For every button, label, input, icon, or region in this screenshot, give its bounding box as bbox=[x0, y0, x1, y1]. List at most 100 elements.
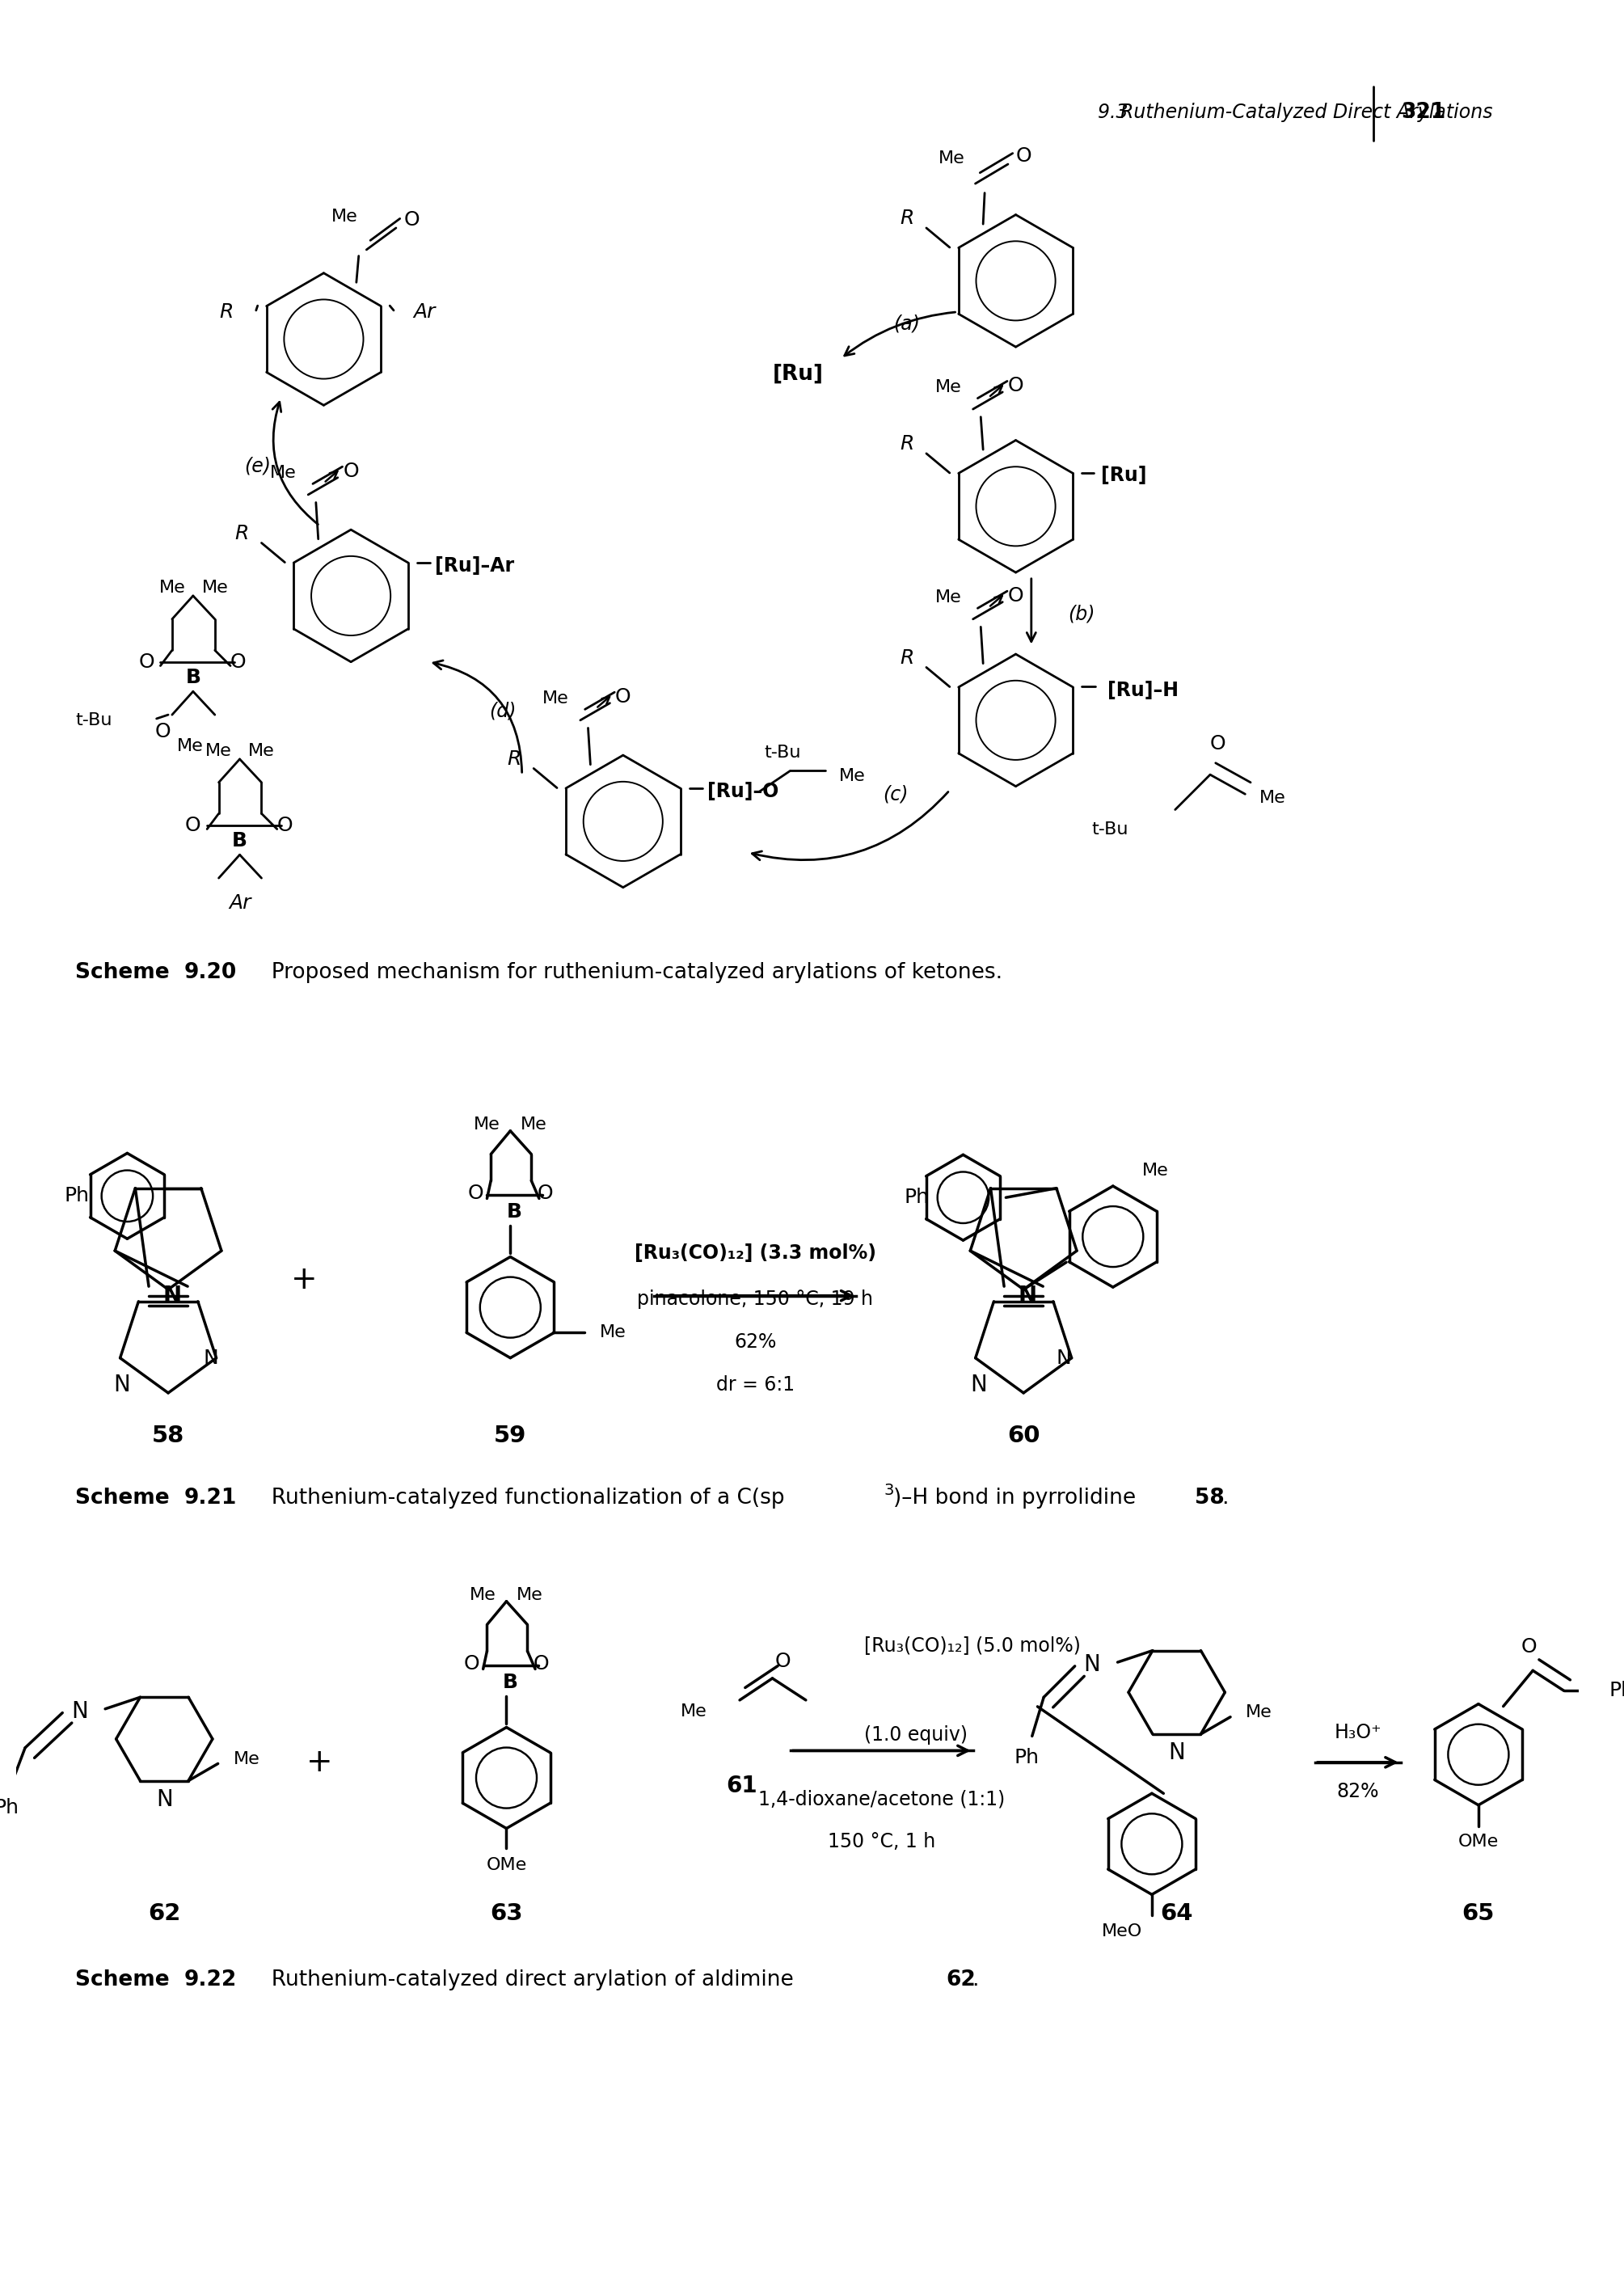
Text: N: N bbox=[71, 1701, 88, 1724]
Text: O: O bbox=[1009, 587, 1023, 605]
Text: R: R bbox=[235, 525, 248, 543]
Text: (c): (c) bbox=[882, 784, 908, 804]
Text: 60: 60 bbox=[1007, 1423, 1039, 1446]
Text: Ph: Ph bbox=[65, 1187, 89, 1206]
Text: B: B bbox=[503, 1673, 518, 1691]
Text: [Ru]–O: [Ru]–O bbox=[706, 782, 778, 802]
Text: Me: Me bbox=[680, 1703, 706, 1719]
Text: t-Bu: t-Bu bbox=[763, 745, 801, 761]
Text: Me: Me bbox=[520, 1116, 547, 1132]
Text: 62: 62 bbox=[148, 1902, 180, 1925]
Text: )–H bond in pyrrolidine: )–H bond in pyrrolidine bbox=[893, 1488, 1142, 1508]
Text: (1.0 equiv): (1.0 equiv) bbox=[864, 1726, 968, 1744]
Text: [Ru]: [Ru] bbox=[1101, 465, 1147, 486]
Text: Ph: Ph bbox=[905, 1187, 929, 1208]
Text: R: R bbox=[900, 435, 914, 454]
Text: Me: Me bbox=[599, 1325, 627, 1341]
Text: MeO: MeO bbox=[1101, 1923, 1143, 1939]
Text: [Ru₃(CO)₁₂] (3.3 mol%): [Ru₃(CO)₁₂] (3.3 mol%) bbox=[635, 1242, 875, 1263]
Text: N: N bbox=[114, 1373, 130, 1396]
Text: Ruthenium-catalyzed functionalization of a C(sp: Ruthenium-catalyzed functionalization of… bbox=[258, 1488, 784, 1508]
Text: 1,4-dioxane/acetone (1:1): 1,4-dioxane/acetone (1:1) bbox=[758, 1790, 1005, 1808]
Text: Me: Me bbox=[840, 768, 866, 784]
Text: Me: Me bbox=[206, 743, 232, 759]
Text: O: O bbox=[615, 688, 632, 706]
Text: Me: Me bbox=[177, 738, 203, 754]
Text: O: O bbox=[138, 653, 154, 672]
Text: 63: 63 bbox=[490, 1902, 523, 1925]
Text: 9.22: 9.22 bbox=[184, 1969, 237, 1989]
Text: N: N bbox=[1056, 1348, 1072, 1368]
Text: O: O bbox=[1009, 376, 1023, 397]
Text: [Ru]–H: [Ru]–H bbox=[1108, 681, 1179, 701]
Text: N: N bbox=[1168, 1742, 1186, 1765]
Text: OMe: OMe bbox=[486, 1857, 526, 1873]
Text: .: . bbox=[1221, 1488, 1229, 1508]
Text: 65: 65 bbox=[1462, 1902, 1494, 1925]
Text: 59: 59 bbox=[494, 1423, 526, 1446]
Text: 321: 321 bbox=[1400, 101, 1445, 121]
Text: 64: 64 bbox=[1160, 1902, 1194, 1925]
Text: [Ru]–Ar: [Ru]–Ar bbox=[435, 557, 515, 575]
Text: O: O bbox=[404, 211, 419, 229]
Text: 58: 58 bbox=[1195, 1488, 1224, 1508]
Text: (b): (b) bbox=[1069, 605, 1096, 623]
Text: (e): (e) bbox=[244, 456, 271, 477]
Text: 62%: 62% bbox=[734, 1332, 776, 1352]
Text: O: O bbox=[468, 1183, 484, 1203]
Text: 62: 62 bbox=[945, 1969, 976, 1989]
Text: (d): (d) bbox=[489, 701, 516, 720]
Text: Me: Me bbox=[542, 690, 568, 706]
Text: Me: Me bbox=[935, 589, 961, 605]
Text: Me: Me bbox=[248, 743, 274, 759]
Text: N: N bbox=[1083, 1653, 1101, 1675]
Text: Me: Me bbox=[201, 580, 227, 596]
Text: H₃O⁺: H₃O⁺ bbox=[1335, 1724, 1382, 1742]
Text: Me: Me bbox=[469, 1586, 497, 1602]
Text: (a): (a) bbox=[893, 314, 921, 332]
Text: 150 °C, 1 h: 150 °C, 1 h bbox=[827, 1831, 935, 1852]
Text: N: N bbox=[203, 1348, 219, 1368]
Text: R: R bbox=[219, 303, 234, 321]
Text: [Ru₃(CO)₁₂] (5.0 mol%): [Ru₃(CO)₁₂] (5.0 mol%) bbox=[864, 1636, 1080, 1655]
Text: Me: Me bbox=[939, 151, 965, 167]
Text: Ph: Ph bbox=[1013, 1749, 1039, 1767]
Text: O: O bbox=[463, 1655, 479, 1673]
Text: Me: Me bbox=[935, 378, 961, 397]
Text: 58: 58 bbox=[153, 1423, 185, 1446]
Text: .: . bbox=[971, 1969, 978, 1989]
Text: O: O bbox=[1522, 1636, 1536, 1657]
Text: B: B bbox=[185, 667, 201, 688]
Text: Proposed mechanism for ruthenium-catalyzed arylations of ketones.: Proposed mechanism for ruthenium-catalyz… bbox=[258, 963, 1002, 983]
Text: Ph: Ph bbox=[0, 1797, 19, 1818]
Text: N: N bbox=[156, 1788, 172, 1811]
Text: Scheme: Scheme bbox=[75, 1488, 177, 1508]
Text: O: O bbox=[1015, 147, 1031, 165]
Text: +: + bbox=[291, 1265, 317, 1295]
Text: O: O bbox=[185, 816, 201, 834]
Text: 3: 3 bbox=[883, 1483, 893, 1499]
Text: B: B bbox=[232, 832, 247, 850]
Text: Ruthenium-catalyzed direct arylation of aldimine: Ruthenium-catalyzed direct arylation of … bbox=[258, 1969, 801, 1989]
Text: 9.3: 9.3 bbox=[1098, 103, 1140, 121]
Text: 9.20: 9.20 bbox=[184, 963, 237, 983]
Text: R: R bbox=[507, 749, 521, 768]
Text: pinacolone, 150 °C, 19 h: pinacolone, 150 °C, 19 h bbox=[637, 1290, 874, 1309]
Text: Ar: Ar bbox=[229, 894, 250, 912]
Text: Me: Me bbox=[1142, 1162, 1169, 1178]
Text: Scheme: Scheme bbox=[75, 1969, 177, 1989]
Text: OMe: OMe bbox=[1458, 1834, 1499, 1850]
Text: O: O bbox=[154, 722, 171, 743]
Text: O: O bbox=[1210, 733, 1226, 754]
Text: O: O bbox=[231, 653, 247, 672]
Text: t-Bu: t-Bu bbox=[1091, 821, 1129, 837]
Text: Me: Me bbox=[331, 209, 357, 225]
Text: N: N bbox=[970, 1373, 987, 1396]
Text: N: N bbox=[1018, 1284, 1036, 1306]
Text: O: O bbox=[534, 1655, 549, 1673]
Text: Ph: Ph bbox=[1609, 1680, 1624, 1701]
Text: Me: Me bbox=[159, 580, 185, 596]
Text: 9.21: 9.21 bbox=[184, 1488, 237, 1508]
Text: Scheme: Scheme bbox=[75, 963, 177, 983]
Text: R: R bbox=[900, 209, 914, 229]
